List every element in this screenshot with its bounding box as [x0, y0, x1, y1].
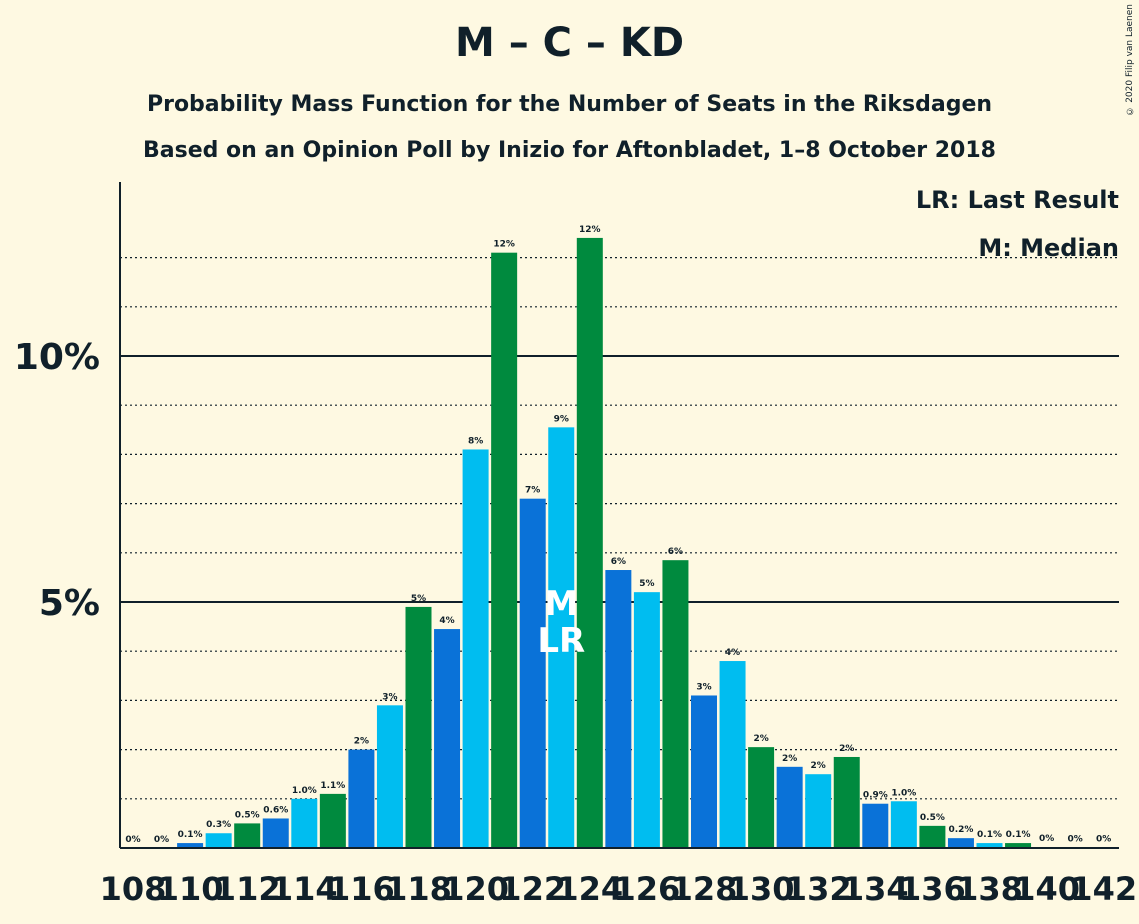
- bar: [462, 449, 489, 848]
- bar-value-label: 0.9%: [863, 791, 888, 801]
- chart-subtitle: Probability Mass Function for the Number…: [146, 92, 993, 117]
- bar: [919, 825, 946, 848]
- x-tick-label: 122: [499, 870, 566, 908]
- bar-value-label: 2%: [811, 761, 826, 771]
- bar-value-label: 2%: [354, 737, 369, 747]
- bar: [376, 705, 403, 848]
- bar: [519, 498, 546, 848]
- x-tick-label: 132: [785, 870, 852, 908]
- bar-value-label: 5%: [411, 594, 426, 604]
- bar: [605, 570, 632, 848]
- bar: [719, 661, 746, 848]
- bar-value-label: 3%: [696, 682, 711, 692]
- x-tick-label: 110: [157, 870, 224, 908]
- bar-value-label: 0.6%: [263, 805, 288, 815]
- bar: [976, 843, 1003, 848]
- x-tick-label: 120: [442, 870, 509, 908]
- bar: [805, 774, 832, 848]
- x-tick-label: 142: [1070, 870, 1137, 908]
- bar-value-label: 0.5%: [920, 813, 945, 823]
- bar-value-label: 2%: [782, 754, 797, 764]
- bar-value-label: 0.1%: [178, 830, 203, 840]
- bar: [576, 237, 603, 849]
- bar: [662, 560, 689, 848]
- x-tick-label: 136: [899, 870, 966, 908]
- bar-value-label: 0.2%: [948, 825, 973, 835]
- x-tick-label: 114: [271, 870, 338, 908]
- bar-value-label: 0.1%: [977, 830, 1002, 840]
- chart-subtitle-poll: Based on an Opinion Poll by Inizio for A…: [143, 138, 996, 163]
- bar: [776, 766, 803, 848]
- bar-value-label: 0%: [125, 835, 140, 845]
- x-tick-label: 118: [385, 870, 452, 908]
- x-tick-label: 116: [328, 870, 395, 908]
- bar: [548, 427, 575, 848]
- y-tick-label: 10%: [14, 337, 100, 378]
- bar: [1005, 843, 1032, 848]
- x-tick-label: 134: [842, 870, 909, 908]
- bar-value-label: 5%: [639, 579, 654, 589]
- bar-value-label: 0%: [1068, 835, 1083, 845]
- bar: [205, 833, 232, 848]
- bar: [234, 823, 261, 848]
- x-tick-label: 130: [728, 870, 795, 908]
- x-tick-label: 140: [1013, 870, 1080, 908]
- bar-value-label: 0%: [154, 835, 169, 845]
- bar: [833, 756, 860, 848]
- bar: [633, 592, 660, 848]
- bar-value-label: 0%: [1039, 834, 1054, 844]
- bar-value-label: 4%: [725, 648, 740, 658]
- x-tick-label: 108: [100, 870, 167, 908]
- x-tick-label: 138: [956, 870, 1023, 908]
- bar: [748, 747, 775, 848]
- bar-value-label: 1.0%: [891, 788, 916, 798]
- bar: [348, 749, 375, 848]
- bar-value-label: 12%: [493, 240, 515, 250]
- bar: [434, 629, 461, 848]
- bar-value-label: 7%: [525, 486, 540, 496]
- bar: [691, 695, 717, 848]
- bar-value-label: 0.1%: [1006, 830, 1031, 840]
- y-tick-label: 5%: [39, 583, 100, 624]
- x-tick-label: 126: [614, 870, 681, 908]
- bar-value-label: 1.0%: [292, 786, 317, 796]
- x-tick-label: 124: [556, 870, 623, 908]
- bar: [862, 803, 889, 848]
- bar-value-label: 4%: [439, 616, 454, 626]
- bar-value-label: 0.5%: [235, 810, 260, 820]
- bar: [262, 818, 289, 848]
- bar: [890, 801, 917, 848]
- bar: [405, 606, 432, 848]
- bar-value-label: 2%: [839, 744, 854, 754]
- legend-last-result: LR: Last Result: [915, 186, 1119, 214]
- bar-value-label: 8%: [468, 436, 483, 446]
- median-marker: M: [544, 584, 578, 624]
- bar: [491, 252, 518, 848]
- chart-title: M – C – KD: [454, 20, 685, 66]
- bar: [319, 793, 346, 848]
- bar-value-label: 0%: [1096, 835, 1111, 845]
- bar-value-label: 12%: [579, 225, 601, 235]
- x-tick-label: 112: [214, 870, 281, 908]
- bar: [291, 798, 318, 848]
- x-tick-label: 128: [671, 870, 738, 908]
- last-result-marker: LR: [537, 621, 585, 661]
- bar-value-label: 0.3%: [206, 820, 231, 830]
- bar-value-label: 1.1%: [320, 781, 345, 791]
- bar-value-label: 2%: [753, 734, 768, 744]
- bar-value-label: 6%: [668, 547, 683, 557]
- bar-value-label: 6%: [611, 557, 626, 567]
- bar-value-label: 9%: [554, 414, 569, 424]
- bar: [947, 838, 974, 848]
- bar-value-label: 3%: [382, 692, 397, 702]
- bar: [177, 843, 204, 848]
